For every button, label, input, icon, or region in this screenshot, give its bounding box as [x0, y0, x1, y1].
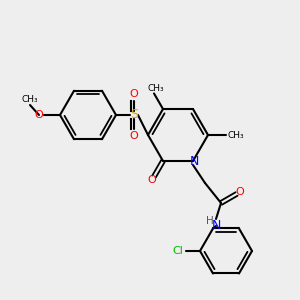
Text: S: S	[130, 109, 138, 122]
Text: O: O	[236, 187, 244, 197]
Text: N: N	[211, 220, 221, 232]
Text: CH₃: CH₃	[22, 94, 38, 103]
Text: CH₃: CH₃	[148, 84, 164, 93]
Text: N: N	[189, 155, 199, 169]
Text: O: O	[130, 131, 138, 141]
Text: O: O	[148, 175, 156, 185]
Text: H: H	[206, 216, 214, 226]
Text: Cl: Cl	[172, 246, 183, 256]
Text: O: O	[130, 89, 138, 99]
Text: CH₃: CH₃	[228, 130, 244, 140]
Text: O: O	[34, 110, 43, 120]
